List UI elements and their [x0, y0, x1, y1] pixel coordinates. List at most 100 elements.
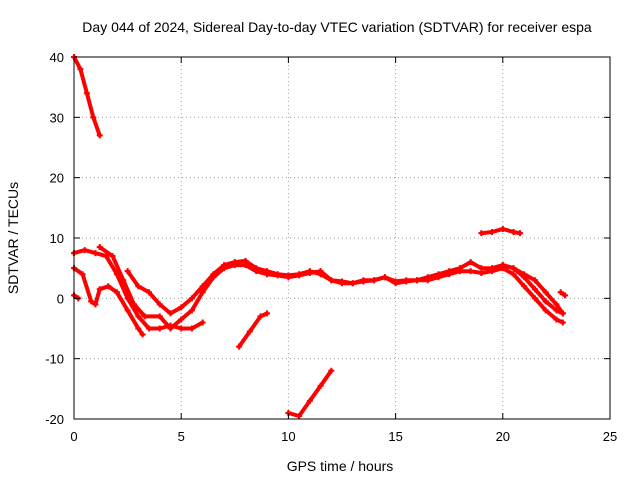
- data-point: [96, 244, 103, 251]
- data-point: [478, 230, 485, 237]
- data-point: [167, 310, 174, 317]
- data-point: [561, 292, 568, 299]
- data-point: [285, 272, 292, 279]
- data-point: [199, 289, 206, 296]
- y-axis-label: SDTVAR / TECUs: [5, 182, 21, 294]
- data-point: [199, 283, 206, 290]
- data-point: [90, 114, 97, 121]
- data-point: [242, 257, 249, 264]
- data-point: [81, 247, 88, 254]
- data-point: [360, 277, 367, 284]
- data-point: [120, 277, 127, 284]
- data-point: [467, 268, 474, 275]
- data-point: [88, 298, 95, 305]
- data-point: [414, 277, 421, 284]
- data-point: [109, 253, 116, 260]
- data-point: [79, 271, 86, 278]
- data-point: [96, 132, 103, 139]
- data-point: [456, 265, 463, 272]
- data-point: [92, 301, 99, 308]
- y-tick-label: 0: [57, 291, 64, 306]
- y-tick-label: 20: [50, 171, 64, 186]
- y-tick-label: 40: [50, 50, 64, 65]
- data-point: [557, 289, 564, 296]
- data-point: [489, 265, 496, 272]
- data-point: [135, 325, 142, 332]
- data-point: [435, 271, 442, 278]
- x-tick-label: 15: [388, 429, 402, 444]
- data-point: [146, 325, 153, 332]
- data-point: [296, 412, 303, 419]
- grid: [74, 57, 610, 419]
- data-point: [135, 313, 142, 320]
- data-point: [178, 325, 185, 332]
- data-point: [510, 228, 517, 235]
- data-point: [257, 313, 264, 320]
- data-point: [124, 268, 131, 275]
- x-tick-label: 10: [281, 429, 295, 444]
- x-tick-label: 20: [496, 429, 510, 444]
- data-point: [105, 283, 112, 290]
- chart-title: Day 044 of 2024, Sidereal Day-to-day VTE…: [82, 19, 592, 35]
- data-point: [188, 307, 195, 314]
- data-point: [489, 228, 496, 235]
- data-point: [328, 277, 335, 284]
- data-point: [135, 283, 142, 290]
- data-point: [156, 325, 163, 332]
- data-point: [371, 277, 378, 284]
- data-point: [510, 271, 517, 278]
- data-point: [199, 319, 206, 326]
- data-point: [231, 259, 238, 266]
- data-point: [531, 295, 538, 302]
- data-point: [531, 286, 538, 293]
- data-point: [317, 382, 324, 389]
- x-tick-label: 0: [70, 429, 77, 444]
- series-trace-5: [97, 245, 565, 331]
- data-point: [188, 295, 195, 302]
- data-point: [553, 301, 560, 308]
- data-point: [317, 271, 324, 278]
- y-tick-label: 10: [50, 231, 64, 246]
- data-point: [559, 310, 566, 317]
- y-tick-label: -10: [45, 352, 64, 367]
- data-point: [478, 265, 485, 272]
- data-point: [141, 313, 148, 320]
- data-point: [306, 397, 313, 404]
- data-point: [510, 265, 517, 272]
- data-point: [296, 271, 303, 278]
- x-axis-label: GPS time / hours: [287, 458, 394, 474]
- data-point: [131, 301, 138, 308]
- data-point: [210, 271, 217, 278]
- data-point: [178, 304, 185, 311]
- series-trace-10: [237, 311, 269, 349]
- data-point: [253, 265, 260, 272]
- data-point: [103, 253, 110, 260]
- data-point: [542, 307, 549, 314]
- axis-ticks: 0 5 10 15 20 25 -20 -10 0 10 20 30 40: [45, 50, 617, 444]
- data-point: [392, 278, 399, 285]
- x-tick-label: 25: [603, 429, 617, 444]
- data-point: [339, 280, 345, 287]
- data-point: [246, 328, 253, 335]
- y-tick-label: 30: [50, 110, 64, 125]
- data-point: [553, 307, 560, 314]
- data-point: [167, 325, 174, 332]
- data-point: [236, 343, 243, 350]
- data-point: [328, 367, 335, 374]
- data-point: [77, 66, 84, 73]
- series-trace-11: [286, 368, 334, 418]
- data-point: [542, 298, 549, 305]
- data-point: [499, 262, 506, 269]
- data-point: [221, 262, 228, 269]
- data-point: [467, 259, 474, 266]
- y-tick-label: -20: [45, 412, 64, 427]
- data-point: [274, 271, 281, 278]
- data-point: [178, 316, 185, 323]
- data-point: [499, 225, 506, 232]
- data-point: [146, 289, 153, 296]
- data-point: [96, 286, 103, 293]
- data-point: [349, 280, 356, 287]
- data-point: [542, 289, 549, 296]
- data-point: [113, 289, 120, 296]
